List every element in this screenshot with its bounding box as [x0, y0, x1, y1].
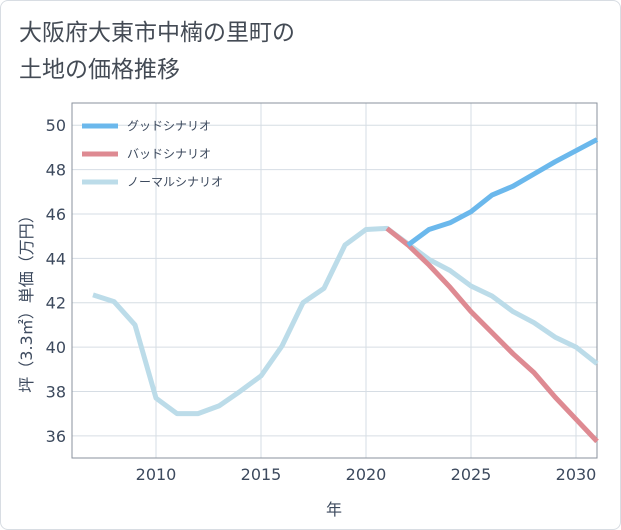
- legend-label: バッドシナリオ: [127, 147, 211, 161]
- series-line-2: [92, 225, 599, 417]
- x-axis-title: 年: [326, 500, 342, 519]
- y-tick-label: 42: [46, 294, 66, 313]
- y-tick-label: 50: [46, 116, 66, 135]
- y-tick-label: 44: [46, 249, 66, 268]
- y-axis-title: 坪（3.3㎡）単価（万円）: [17, 207, 36, 392]
- y-tick-labels: 36 38 40 42 44 46 48 50: [46, 116, 66, 446]
- plot-frame: [71, 102, 598, 459]
- y-tick-label: 38: [46, 382, 66, 401]
- x-tick-label: 2030: [556, 465, 597, 484]
- y-tick-label: 46: [46, 205, 66, 224]
- x-tick-labels: 2010 2015 2020 2025 2030: [136, 465, 597, 484]
- chart-title: 大阪府大東市中楠の里町の 土地の価格推移: [19, 20, 295, 83]
- y-tick-label: 36: [46, 427, 66, 446]
- legend-label: グッドシナリオ: [127, 119, 211, 133]
- y-tick-label: 48: [46, 161, 66, 180]
- y-tick-label: 40: [46, 338, 66, 357]
- series-lines: [92, 137, 599, 444]
- x-tick-label: 2020: [346, 465, 387, 484]
- x-tick-label: 2010: [136, 465, 177, 484]
- x-tick-label: 2015: [241, 465, 282, 484]
- series-line-1: [385, 226, 599, 444]
- x-tick-label: 2025: [451, 465, 492, 484]
- legend-label: ノーマルシナリオ: [127, 175, 223, 189]
- series-line-0: [406, 137, 599, 248]
